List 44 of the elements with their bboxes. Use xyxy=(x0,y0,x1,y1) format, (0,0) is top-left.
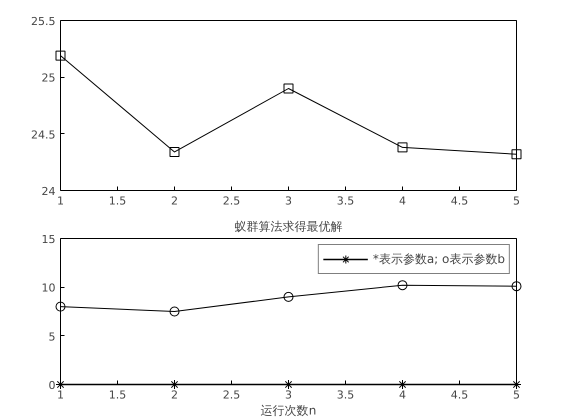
point xyxy=(56,50,66,61)
y-tick-label: 5 xyxy=(48,330,56,344)
point xyxy=(56,302,66,312)
point xyxy=(512,380,522,390)
point xyxy=(284,292,294,302)
x-tick-label: 4.5 xyxy=(450,194,468,208)
x-tick-label: 1.5 xyxy=(108,388,126,402)
x-tick-label: 4 xyxy=(399,194,406,208)
point xyxy=(284,84,294,94)
point xyxy=(170,306,180,316)
point xyxy=(398,142,408,152)
y-tick-label: 25 xyxy=(42,72,56,85)
point xyxy=(398,380,408,390)
x-tick-label: 3.5 xyxy=(336,194,354,208)
x-axis-title: 运行次数n xyxy=(260,404,316,418)
x-tick-label: 5 xyxy=(513,388,520,402)
y-tick-label: 15 xyxy=(42,233,56,246)
y-tick-label: 25.5 xyxy=(31,15,56,28)
chart-title: 蚁群算法求得最优解 xyxy=(234,220,342,234)
point xyxy=(170,380,180,390)
y-tick-label: 24.5 xyxy=(31,128,56,142)
x-tick-label: 5 xyxy=(513,194,520,208)
legend-label: *表示参数a; o表示参数b xyxy=(372,250,505,268)
point xyxy=(284,380,294,390)
x-tick-label: 4 xyxy=(399,388,406,402)
point xyxy=(512,281,522,292)
x-tick-label: 4.5 xyxy=(450,388,468,402)
x-tick-label: 2 xyxy=(171,388,178,402)
point xyxy=(56,380,66,390)
point xyxy=(170,146,180,157)
x-tick-label: 1.5 xyxy=(108,194,126,208)
x-tick-label: 2.5 xyxy=(222,388,240,402)
x-tick-label: 3 xyxy=(285,388,292,402)
x-tick-label: 2 xyxy=(171,194,178,208)
x-tick-label: 2.5 xyxy=(222,194,240,208)
point xyxy=(512,149,522,160)
point xyxy=(398,280,408,290)
x-tick-label: 3.5 xyxy=(336,388,354,402)
x-tick-label: 3 xyxy=(285,194,292,208)
x-tick-label: 1 xyxy=(57,388,64,402)
y-tick-label: 10 xyxy=(42,282,56,295)
y-tick-label: 24 xyxy=(42,185,56,198)
x-tick-label: 1 xyxy=(57,194,64,208)
y-tick-label: 0 xyxy=(48,379,56,392)
